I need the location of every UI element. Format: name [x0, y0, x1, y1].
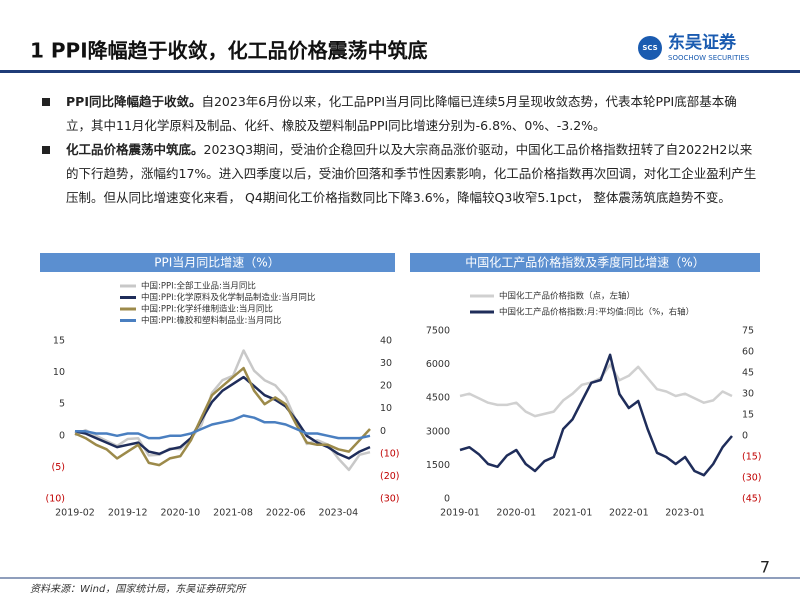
- x-tick-label: 2023-04: [319, 508, 359, 519]
- slide-title: 1 PPI降幅趋于收敛，化工品价格震荡中筑底: [30, 39, 428, 63]
- header-rule: [0, 70, 800, 73]
- tick-label: 1500: [426, 460, 450, 471]
- tick-label: (30): [742, 473, 762, 484]
- tick-label: 3000: [426, 426, 450, 437]
- chart-title: PPI当月同比增速（%）: [154, 256, 279, 270]
- chart-title-bar: [40, 253, 395, 272]
- tick-label: (5): [52, 462, 65, 473]
- tick-label: 30: [380, 358, 392, 369]
- x-tick-label: 2020-10: [161, 508, 201, 519]
- tick-label: 0: [59, 430, 65, 441]
- tick-label: 6000: [426, 359, 450, 370]
- tick-label: 40: [380, 336, 392, 347]
- series-line: [459, 363, 733, 418]
- tick-label: (45): [742, 494, 762, 505]
- logo-abbr: SCS: [642, 44, 657, 52]
- series-line: [459, 353, 733, 477]
- x-tick-label: 2019-01: [440, 508, 480, 519]
- tick-label: 10: [380, 403, 392, 414]
- series-line: [74, 375, 371, 460]
- chart-title-bar: [410, 253, 760, 272]
- legend-label: 中国化工产品价格指数（点，左轴）: [499, 291, 635, 302]
- logo-en: SOOCHOW SECURITIES: [668, 54, 750, 62]
- x-tick-label: 2023-01: [665, 508, 705, 519]
- bullet-list: PPI同比降幅趋于收敛。自2023年6月份以来，化工品PPI当月同比降幅已连续5…: [40, 90, 760, 210]
- tick-label: 0: [742, 431, 748, 442]
- series-line: [75, 414, 371, 440]
- tick-label: 10: [53, 367, 65, 378]
- legend-label: 中国:PPI:全部工业品:当月同比: [141, 281, 256, 292]
- x-tick-label: 2022-01: [609, 508, 649, 519]
- tick-label: 15: [53, 336, 65, 347]
- tick-label: 15: [742, 410, 754, 421]
- tick-label: 45: [742, 368, 754, 379]
- tick-label: 0: [444, 494, 450, 505]
- bullet-text: 自2023年6月份以来，化工品PPI当月同比降幅已连续5月呈现收敛态势，代表本轮…: [66, 94, 737, 133]
- x-tick-label: 2020-01: [496, 508, 536, 519]
- bullet: PPI同比降幅趋于收敛。自2023年6月份以来，化工品PPI当月同比降幅已连续5…: [40, 90, 760, 138]
- tick-label: (10): [45, 494, 65, 505]
- tick-label: 20: [380, 381, 392, 392]
- legend-label: 中国:PPI:化学原料及化学制品制造业:当月同比: [141, 292, 315, 303]
- logo-icon: [638, 36, 662, 60]
- x-tick-label: 2022-06: [266, 508, 306, 519]
- bullet-lead: 化工品价格震荡中筑底。: [66, 142, 204, 157]
- x-tick-label: 2019-12: [108, 508, 148, 519]
- series-line: [74, 349, 371, 472]
- tick-label: (10): [380, 448, 400, 459]
- tick-label: 7500: [426, 326, 450, 337]
- tick-label: 4500: [426, 393, 450, 404]
- page-number: 7: [760, 558, 770, 577]
- bullet-text: 2023Q3期间，受油价企稳回升以及大宗商品涨价驱动，中国化工品价格指数扭转了自…: [66, 142, 757, 205]
- bullet-lead: PPI同比降幅趋于收敛。: [66, 94, 202, 109]
- tick-label: (15): [742, 452, 762, 463]
- x-tick-label: 2019-02: [55, 508, 95, 519]
- chart-title: 中国化工产品价格指数及季度同比增速（%）: [465, 255, 704, 270]
- series-line: [74, 366, 371, 467]
- tick-label: 75: [742, 326, 754, 337]
- tick-label: 0: [380, 426, 386, 437]
- legend-label: 中国:PPI:橡胶和塑料制品业:当月同比: [141, 315, 281, 326]
- tick-label: (30): [380, 494, 400, 505]
- tick-label: 60: [742, 347, 754, 358]
- tick-label: 30: [742, 389, 754, 400]
- tick-label: 5: [59, 399, 65, 410]
- logo-name: 东吴证券: [668, 32, 737, 53]
- tick-label: (20): [380, 471, 400, 482]
- x-tick-label: 2021-08: [213, 508, 253, 519]
- legend-label: 中国化工产品价格指数:月:平均值:同比（%，右轴）: [499, 307, 694, 318]
- x-tick-label: 2021-01: [553, 508, 593, 519]
- source-note: 资料来源：Wind，国家统计局，东吴证券研究所: [30, 583, 247, 595]
- bullet: 化工品价格震荡中筑底。2023Q3期间，受油价企稳回升以及大宗商品涨价驱动，中国…: [40, 138, 760, 210]
- legend-label: 中国:PPI:化学纤维制造业:当月同比: [141, 304, 273, 315]
